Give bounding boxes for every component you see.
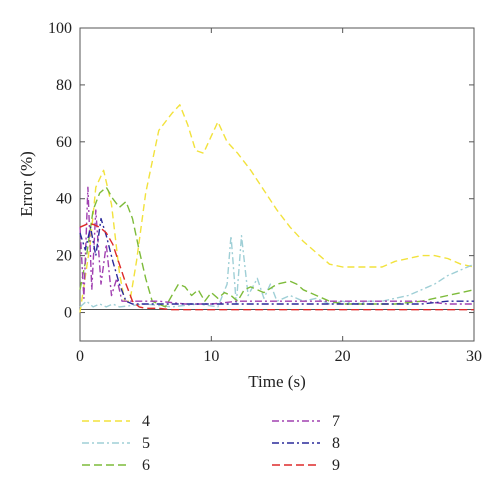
series-line-4 bbox=[79, 104, 475, 313]
y-tick-label: 80 bbox=[56, 77, 72, 94]
y-tick-label: 40 bbox=[56, 191, 72, 208]
x-tick-label: 20 bbox=[335, 348, 351, 365]
y-tick-label: 20 bbox=[56, 248, 72, 265]
series-line-9 bbox=[79, 223, 474, 311]
x-tick-label: 0 bbox=[76, 348, 84, 365]
series-line-5 bbox=[79, 235, 475, 308]
axis-ticks: 0 10 20 30 0 20 40 60 80 100 bbox=[48, 20, 482, 365]
x-tick-label: 30 bbox=[466, 348, 482, 365]
series-line-8 bbox=[79, 217, 474, 305]
x-axis-title: Time (s) bbox=[248, 372, 305, 391]
legend-label-7: 7 bbox=[332, 413, 340, 430]
legend-label-4: 4 bbox=[142, 413, 150, 430]
series-line-7 bbox=[79, 186, 474, 305]
y-axis-title: Error (%) bbox=[17, 151, 36, 217]
y-tick-label: 60 bbox=[56, 134, 72, 151]
y-tick-label: 100 bbox=[48, 20, 72, 37]
y-tick-label: 0 bbox=[64, 305, 72, 322]
legend-label-8: 8 bbox=[332, 435, 340, 452]
series-layer bbox=[79, 104, 475, 313]
series-line-6 bbox=[79, 186, 475, 308]
legend-label-6: 6 bbox=[142, 457, 150, 474]
plot-frame bbox=[79, 27, 475, 342]
legend: 4 5 6 7 8 9 bbox=[82, 413, 340, 474]
x-tick-label: 10 bbox=[203, 348, 219, 365]
legend-label-5: 5 bbox=[142, 435, 150, 452]
legend-label-9: 9 bbox=[332, 457, 340, 474]
